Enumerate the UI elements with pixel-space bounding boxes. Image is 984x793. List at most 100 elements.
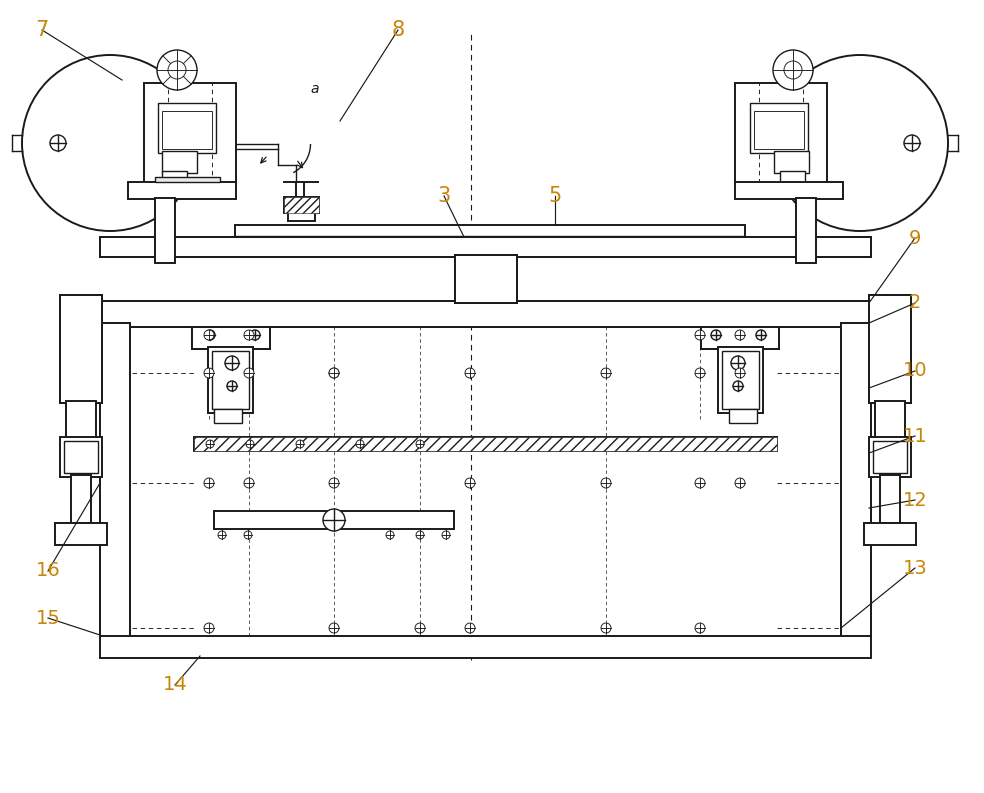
Circle shape [731,356,745,370]
Circle shape [735,330,745,340]
Circle shape [601,478,611,488]
Bar [735,83,827,183]
Circle shape [415,623,425,633]
Bar [100,301,871,327]
Circle shape [227,381,237,391]
Circle shape [244,330,254,340]
Circle shape [416,531,424,539]
Circle shape [204,478,214,488]
Bar [284,197,319,213]
Text: 16: 16 [35,561,60,580]
Circle shape [416,440,424,448]
Text: 3: 3 [437,186,451,206]
Bar [128,182,236,199]
Circle shape [904,135,920,151]
Bar [192,327,270,349]
Bar [144,83,236,183]
Bar [235,225,745,237]
Circle shape [735,478,745,488]
Text: 15: 15 [35,608,60,627]
Bar [100,301,871,327]
Circle shape [711,330,721,340]
Circle shape [773,50,813,90]
Circle shape [22,55,198,231]
Text: 2: 2 [909,293,921,312]
Text: 8: 8 [392,20,404,40]
Bar [158,103,216,153]
Circle shape [386,531,394,539]
Circle shape [784,61,802,79]
Bar [155,177,220,182]
Text: 13: 13 [902,558,927,577]
Circle shape [244,368,254,378]
Text: 14: 14 [162,676,187,695]
Bar [64,441,98,473]
Bar [869,437,911,477]
Circle shape [733,381,743,391]
Circle shape [323,509,345,531]
Text: 10: 10 [902,362,927,381]
Bar [71,475,91,523]
Bar [718,347,763,413]
Circle shape [356,440,364,448]
Bar [192,327,270,349]
Bar [214,409,242,423]
Bar [60,437,102,477]
Bar [288,211,315,221]
Bar [774,151,809,173]
Circle shape [168,61,186,79]
Bar [194,437,777,451]
Bar [455,255,517,303]
Bar [869,295,911,403]
Circle shape [329,478,339,488]
Circle shape [204,368,214,378]
Circle shape [250,330,260,340]
Circle shape [329,368,339,378]
Circle shape [465,478,475,488]
Bar [162,151,197,173]
Circle shape [246,440,254,448]
Circle shape [601,623,611,633]
Circle shape [695,478,705,488]
Bar [722,351,759,409]
Circle shape [695,330,705,340]
Bar [212,351,249,409]
Bar [100,237,871,257]
Bar [796,198,816,263]
Bar [880,475,900,523]
Bar [55,523,107,545]
Bar [155,198,175,263]
Bar [100,323,130,638]
Bar [869,295,911,403]
Bar [873,441,907,473]
Text: 7: 7 [35,20,48,40]
Bar [729,409,757,423]
Circle shape [695,623,705,633]
Circle shape [601,368,611,378]
Bar [60,295,102,403]
Bar [754,111,804,149]
Bar [194,437,777,451]
Circle shape [465,623,475,633]
Circle shape [756,330,766,340]
Bar [162,171,187,193]
Bar [701,327,779,349]
Circle shape [244,478,254,488]
Bar [701,327,779,349]
Circle shape [735,368,745,378]
Circle shape [204,330,214,340]
Text: $a$: $a$ [310,82,320,96]
Bar [750,103,808,153]
Text: 11: 11 [902,427,927,446]
Bar [841,323,871,638]
Text: 12: 12 [902,491,927,509]
Bar [455,255,517,303]
Bar [864,523,916,545]
Circle shape [206,440,214,448]
Bar [100,636,871,658]
Circle shape [50,135,66,151]
Bar [162,111,212,149]
Bar [60,295,102,403]
Circle shape [157,50,197,90]
Bar [780,171,805,193]
